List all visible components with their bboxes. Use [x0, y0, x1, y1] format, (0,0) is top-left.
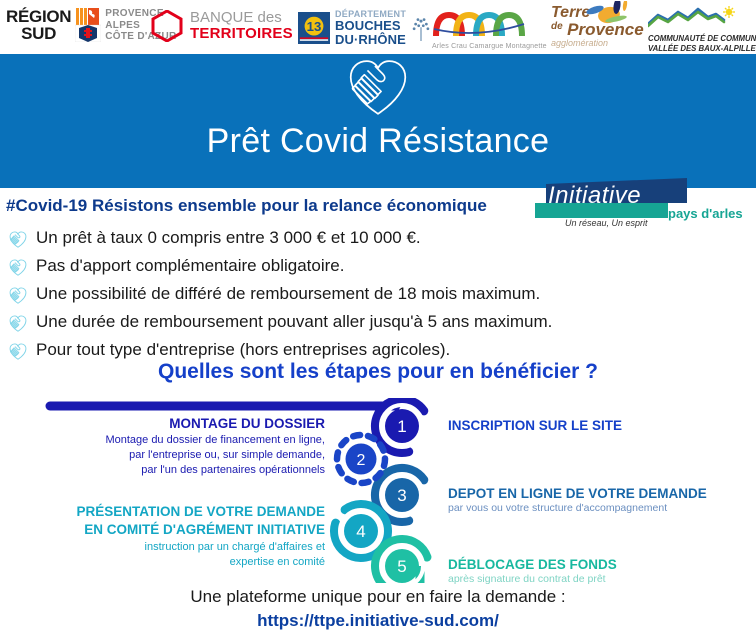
svg-text:2: 2: [357, 452, 366, 469]
svg-text:5: 5: [397, 557, 406, 576]
svg-text:13: 13: [307, 19, 322, 34]
svg-text:3: 3: [397, 486, 406, 505]
svg-text:4: 4: [356, 522, 365, 541]
svg-text:1: 1: [397, 417, 406, 436]
